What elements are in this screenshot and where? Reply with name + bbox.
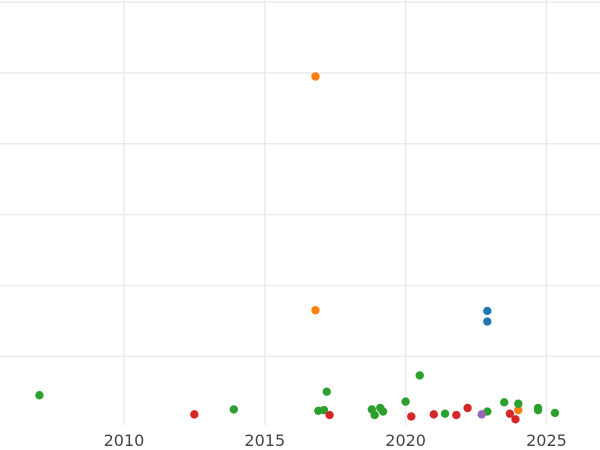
- data-point: [429, 410, 439, 419]
- x-tick-label: 2010: [104, 431, 145, 450]
- data-point: [483, 306, 492, 316]
- data-point: [477, 410, 486, 419]
- data-point: [415, 371, 424, 380]
- data-point: [463, 403, 472, 413]
- data-point: [483, 317, 492, 326]
- data-point: [452, 410, 461, 420]
- x-tick-label: 2020: [385, 431, 426, 450]
- x-tick-label: 2015: [244, 431, 285, 450]
- data-point: [500, 398, 509, 407]
- data-point: [514, 405, 523, 415]
- data-point: [35, 391, 44, 400]
- data-point: [378, 407, 388, 416]
- data-point: [514, 399, 523, 408]
- data-point: [370, 410, 379, 420]
- data-point: [322, 387, 331, 396]
- data-point: [505, 409, 515, 418]
- data-point: [311, 72, 320, 81]
- grid-layer: [0, 0, 600, 425]
- data-point: [550, 408, 560, 418]
- data-point: [229, 405, 239, 414]
- x-axis-ticks: 2010 2015 2020 2025: [104, 431, 567, 450]
- data-point: [190, 410, 199, 419]
- x-tick-label: 2025: [526, 431, 567, 450]
- data-point: [325, 410, 334, 420]
- data-point: [407, 412, 416, 421]
- data-point: [311, 306, 320, 315]
- data-point: [440, 409, 450, 418]
- data-point: [511, 415, 520, 424]
- points-layer: [35, 72, 560, 424]
- data-point: [401, 397, 410, 406]
- data-point: [533, 405, 543, 415]
- data-point: [319, 405, 329, 415]
